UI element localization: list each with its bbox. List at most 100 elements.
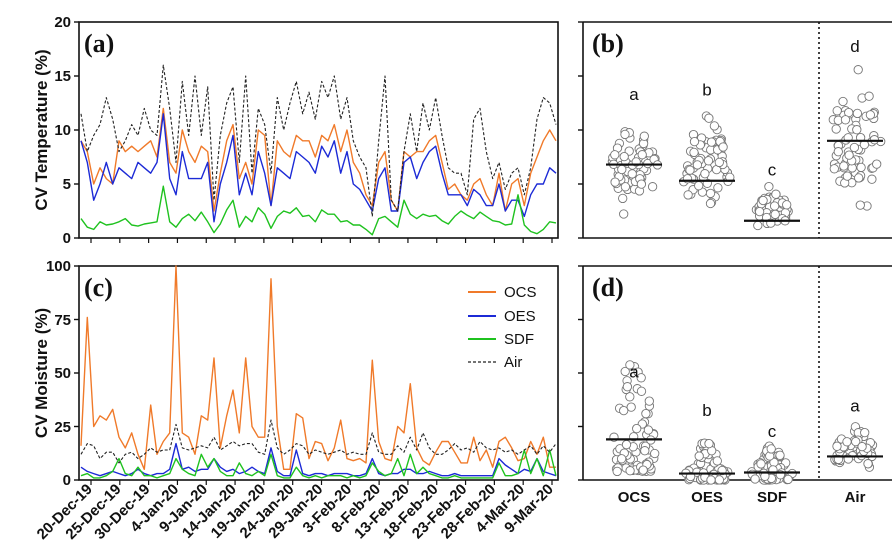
data-point [620, 129, 630, 140]
y-tick-label: 0 [63, 472, 71, 489]
data-point [853, 65, 863, 75]
data-point [685, 165, 695, 175]
panel-a-y-axis-label: CV Temperature (%) [32, 49, 51, 210]
data-point [692, 160, 703, 170]
data-point [706, 137, 717, 147]
data-point [705, 198, 716, 209]
data-point [643, 425, 654, 435]
group-label-air: Air [845, 489, 866, 506]
series-line-oes [80, 442, 557, 477]
group-label-oes: OES [691, 489, 723, 506]
panel-c: (c) 0 25 50 75 100 CV Moisture (%) 20-De… [32, 258, 559, 543]
data-point [782, 200, 792, 210]
panel-d-plot: a b c a [578, 265, 883, 485]
data-point [832, 106, 842, 116]
data-point [638, 465, 648, 475]
data-point [865, 110, 876, 120]
series-line-sdf [80, 185, 557, 236]
legend-label-oes: OES [504, 308, 536, 325]
data-point [650, 448, 660, 459]
data-point [863, 459, 873, 469]
panel-a: (a) 0 5 10 15 20 CV Temperature (%) [32, 14, 559, 247]
data-point [842, 437, 852, 447]
data-point [783, 474, 793, 485]
data-point [610, 150, 620, 160]
data-point [619, 405, 629, 416]
data-point [626, 402, 636, 412]
data-point [612, 466, 622, 477]
panel-d-group-labels: OCS OES SDF Air [618, 489, 866, 506]
significance-letter: c [768, 160, 777, 179]
data-point [756, 459, 766, 469]
data-point [769, 201, 780, 211]
data-point [703, 156, 714, 166]
data-point [625, 466, 635, 476]
y-tick-label: 25 [54, 419, 71, 436]
series-line-air [80, 419, 557, 464]
data-point [610, 177, 620, 187]
panel-b: (b) a b c d [578, 21, 892, 239]
data-point [852, 108, 863, 119]
data-point [689, 147, 699, 158]
group-label-ocs: OCS [618, 489, 651, 506]
data-point [714, 157, 724, 168]
data-point [872, 159, 882, 169]
panel-b-plot: a b c d [578, 21, 886, 239]
y-tick-label: 10 [54, 122, 71, 139]
series-line-oes [80, 113, 557, 223]
data-point [770, 209, 780, 220]
significance-letter: b [702, 80, 711, 99]
data-point [636, 386, 647, 396]
data-point [854, 173, 864, 183]
data-point [700, 169, 710, 179]
data-point [636, 179, 647, 189]
panel-c-label: (c) [84, 273, 113, 302]
data-point [766, 444, 776, 454]
data-point [621, 439, 632, 450]
data-point [619, 151, 629, 162]
data-point [647, 182, 658, 192]
y-tick-label: 15 [54, 68, 71, 85]
data-point [625, 360, 635, 370]
data-point [856, 162, 866, 173]
data-point [867, 174, 877, 184]
data-point [852, 125, 862, 135]
data-point [857, 441, 867, 452]
data-point [639, 131, 649, 141]
data-point [641, 408, 651, 419]
significance-letter: a [629, 85, 639, 104]
data-point [750, 474, 760, 484]
legend-label-air: Air [504, 354, 522, 371]
data-point [753, 220, 763, 231]
panel-b-label: (b) [592, 29, 624, 58]
data-point [840, 115, 851, 125]
data-point [758, 195, 768, 206]
data-point [706, 475, 716, 485]
data-point [709, 121, 720, 131]
data-point [851, 436, 861, 447]
data-point [864, 91, 874, 101]
panel-d: (d) a b c a OCS OES SDF Air [578, 265, 892, 506]
data-point [829, 164, 839, 174]
panel-d-label: (d) [592, 273, 624, 302]
data-point [627, 169, 637, 179]
y-tick-label: 75 [54, 312, 71, 329]
y-tick-label: 100 [46, 258, 71, 275]
data-point [705, 188, 716, 199]
panel-c-plot: 20-Dec-1925-Dec-1930-Dec-194-Jan-209-Jan… [34, 265, 557, 543]
data-point [619, 209, 629, 219]
y-tick-label: 5 [63, 176, 71, 193]
data-point [844, 150, 854, 160]
data-point [855, 200, 865, 210]
data-point [636, 373, 646, 383]
data-point [754, 206, 765, 217]
panel-a-yticks: 0 5 10 15 20 [54, 14, 71, 247]
data-point [644, 396, 654, 406]
data-point [831, 124, 841, 134]
data-point [622, 382, 633, 392]
data-point [616, 454, 627, 464]
data-point [620, 366, 630, 377]
data-point [689, 136, 700, 147]
panel-c-yticks: 0 25 50 75 100 [46, 258, 71, 489]
